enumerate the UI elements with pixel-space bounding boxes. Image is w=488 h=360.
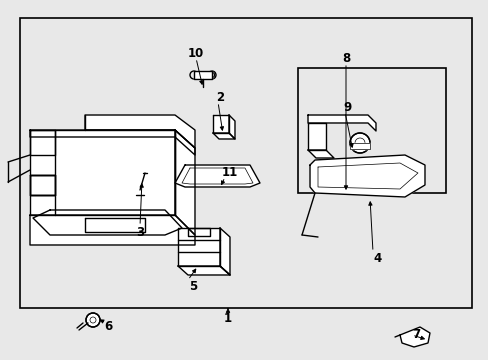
Polygon shape — [33, 210, 182, 235]
Polygon shape — [175, 165, 260, 187]
Polygon shape — [399, 327, 429, 347]
Polygon shape — [178, 228, 220, 266]
Polygon shape — [85, 115, 195, 148]
Text: 3: 3 — [136, 225, 144, 239]
Polygon shape — [228, 115, 235, 139]
Text: 7: 7 — [411, 328, 419, 341]
Text: 11: 11 — [222, 166, 238, 179]
Polygon shape — [213, 115, 228, 133]
Bar — [297, 68, 445, 193]
Polygon shape — [178, 266, 229, 275]
Text: 1: 1 — [224, 311, 232, 324]
Text: 8: 8 — [341, 51, 349, 64]
Text: 9: 9 — [343, 100, 351, 113]
Text: 2: 2 — [216, 90, 224, 104]
Polygon shape — [30, 130, 175, 215]
Polygon shape — [307, 123, 325, 150]
Polygon shape — [220, 228, 229, 275]
Polygon shape — [349, 143, 369, 149]
Polygon shape — [30, 175, 55, 195]
Bar — [20, 18, 471, 308]
Polygon shape — [213, 133, 235, 139]
Text: 6: 6 — [103, 320, 112, 333]
Text: 10: 10 — [187, 46, 203, 59]
Circle shape — [349, 133, 369, 153]
Text: 5: 5 — [188, 279, 197, 292]
Polygon shape — [175, 130, 195, 235]
Polygon shape — [30, 130, 195, 155]
Polygon shape — [194, 71, 212, 79]
Polygon shape — [30, 130, 55, 155]
Circle shape — [86, 313, 100, 327]
Polygon shape — [307, 115, 375, 131]
Polygon shape — [309, 155, 424, 197]
Polygon shape — [187, 228, 209, 236]
Polygon shape — [307, 150, 333, 158]
Polygon shape — [30, 215, 195, 245]
Circle shape — [135, 190, 145, 200]
Text: 4: 4 — [373, 252, 381, 265]
